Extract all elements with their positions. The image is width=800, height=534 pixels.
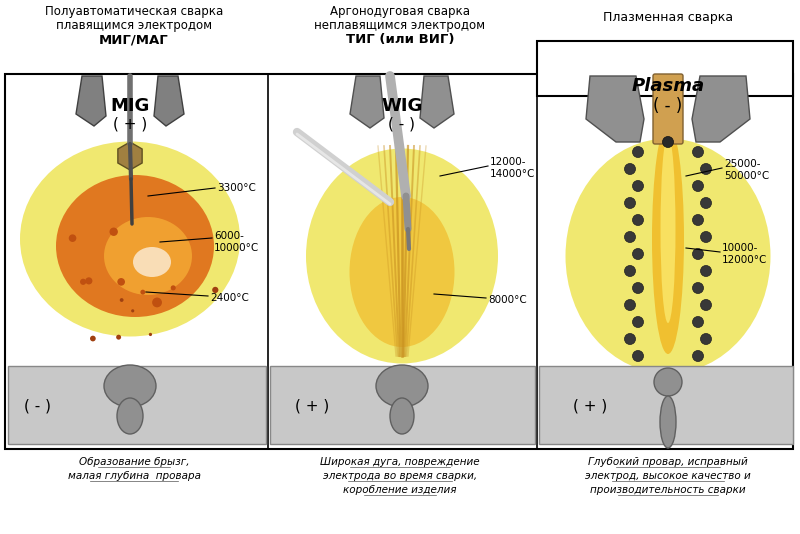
Text: ТИГ (или ВИГ): ТИГ (или ВИГ): [346, 34, 454, 46]
Text: Широкая дуга, повреждение: Широкая дуга, повреждение: [320, 457, 480, 467]
Circle shape: [662, 137, 674, 147]
Circle shape: [625, 265, 635, 277]
Ellipse shape: [117, 398, 143, 434]
Circle shape: [633, 180, 643, 192]
Circle shape: [110, 227, 118, 236]
Circle shape: [625, 334, 635, 344]
Text: 12000-
14000°C: 12000- 14000°C: [490, 157, 535, 179]
Circle shape: [625, 163, 635, 175]
Polygon shape: [692, 76, 750, 142]
Text: MIG: MIG: [110, 97, 150, 115]
FancyBboxPatch shape: [653, 74, 683, 144]
Ellipse shape: [661, 135, 675, 323]
Ellipse shape: [654, 368, 682, 396]
Circle shape: [693, 146, 703, 158]
Circle shape: [701, 265, 711, 277]
Polygon shape: [76, 76, 106, 126]
Text: Образование брызг,: Образование брызг,: [78, 457, 190, 467]
Circle shape: [131, 309, 134, 312]
Text: Полуавтоматическая сварка: Полуавтоматическая сварка: [45, 5, 223, 19]
Polygon shape: [350, 76, 384, 128]
Circle shape: [118, 278, 125, 286]
Circle shape: [170, 285, 176, 290]
Circle shape: [116, 335, 121, 340]
Ellipse shape: [133, 247, 171, 277]
Bar: [537, 41, 793, 96]
Circle shape: [633, 248, 643, 260]
Text: плавящимся электродом: плавящимся электродом: [56, 20, 212, 33]
Circle shape: [625, 300, 635, 310]
Text: WIG: WIG: [382, 97, 422, 115]
Circle shape: [212, 287, 218, 293]
Circle shape: [120, 298, 123, 302]
Circle shape: [90, 336, 96, 341]
Circle shape: [701, 300, 711, 310]
Ellipse shape: [390, 398, 414, 434]
Text: 2400°C: 2400°C: [210, 293, 249, 303]
Bar: [539, 366, 793, 444]
Text: ( + ): ( + ): [295, 398, 329, 413]
Text: 6000-
10000°C: 6000- 10000°C: [214, 231, 259, 253]
Ellipse shape: [660, 396, 676, 448]
Ellipse shape: [566, 138, 770, 373]
Text: 25000-
50000°C: 25000- 50000°C: [724, 159, 770, 181]
Circle shape: [149, 333, 152, 336]
Circle shape: [633, 215, 643, 225]
Bar: [5, 74, 793, 449]
Circle shape: [633, 317, 643, 327]
Circle shape: [633, 350, 643, 362]
Circle shape: [693, 317, 703, 327]
Polygon shape: [420, 76, 454, 128]
Circle shape: [80, 279, 86, 285]
Circle shape: [701, 232, 711, 242]
Ellipse shape: [306, 148, 498, 364]
Text: Глубокий провар, исправный: Глубокий провар, исправный: [588, 457, 748, 467]
Text: ( + ): ( + ): [573, 398, 607, 413]
Circle shape: [693, 248, 703, 260]
Text: МИГ/МАГ: МИГ/МАГ: [99, 34, 169, 46]
Circle shape: [86, 277, 93, 285]
Circle shape: [633, 146, 643, 158]
Ellipse shape: [104, 217, 192, 295]
Polygon shape: [586, 76, 644, 142]
Polygon shape: [154, 76, 184, 126]
Circle shape: [701, 198, 711, 208]
Circle shape: [69, 234, 76, 242]
Circle shape: [701, 334, 711, 344]
Circle shape: [701, 163, 711, 175]
Text: ( + ): ( + ): [113, 116, 147, 131]
Circle shape: [693, 215, 703, 225]
Text: малая глубина  провара: малая глубина провара: [67, 471, 201, 481]
Text: 8000°C: 8000°C: [488, 295, 526, 305]
Text: ( - ): ( - ): [25, 398, 51, 413]
Bar: [8, 366, 266, 444]
Circle shape: [625, 198, 635, 208]
Circle shape: [693, 180, 703, 192]
Text: электрод, высокое качество и: электрод, высокое качество и: [585, 471, 751, 481]
Text: производительность сварки: производительность сварки: [590, 485, 746, 495]
Bar: [270, 366, 535, 444]
Ellipse shape: [20, 142, 240, 336]
Text: 10000-
12000°C: 10000- 12000°C: [722, 243, 767, 265]
Ellipse shape: [350, 197, 454, 347]
Text: Plasma: Plasma: [631, 77, 705, 95]
Text: ( - ): ( - ): [654, 97, 682, 115]
Ellipse shape: [104, 365, 156, 407]
Text: ( - ): ( - ): [389, 116, 415, 131]
Circle shape: [140, 289, 146, 295]
Text: коробление изделия: коробление изделия: [343, 485, 457, 495]
Ellipse shape: [652, 124, 684, 354]
Circle shape: [633, 282, 643, 294]
Text: электрода во время сварки,: электрода во время сварки,: [323, 471, 477, 481]
Text: Аргонодуговая сварка: Аргонодуговая сварка: [330, 5, 470, 19]
Text: Плазменная сварка: Плазменная сварка: [603, 12, 733, 25]
Circle shape: [152, 297, 162, 308]
Text: неплавящимся электродом: неплавящимся электродом: [314, 20, 486, 33]
Circle shape: [693, 350, 703, 362]
Circle shape: [625, 232, 635, 242]
Ellipse shape: [376, 365, 428, 407]
Text: 3300°C: 3300°C: [217, 183, 256, 193]
Ellipse shape: [56, 175, 214, 317]
Circle shape: [693, 282, 703, 294]
